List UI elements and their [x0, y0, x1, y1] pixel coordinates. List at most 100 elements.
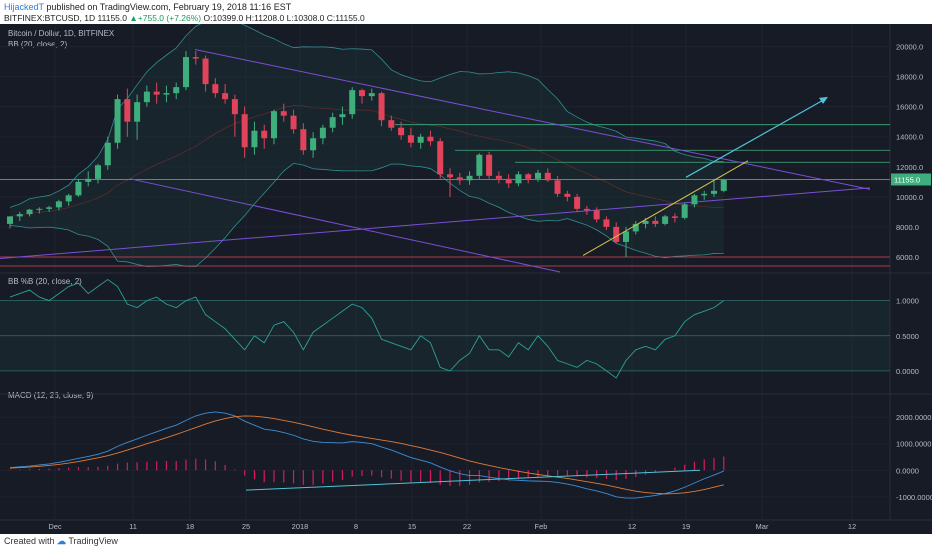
- price-tick-label: 8000.0: [896, 223, 919, 232]
- publish-line: HijackedT published on TradingView.com, …: [4, 2, 291, 12]
- pctb-indicator-label: BB %B (20, close, 2): [8, 277, 82, 286]
- x-tick-label: Feb: [535, 522, 548, 531]
- candle-body: [623, 231, 629, 242]
- macd-signal-line: [9, 415, 724, 495]
- candle-body: [251, 130, 258, 148]
- candle-body: [437, 141, 444, 175]
- chart-area[interactable]: Bitcoin / Dollar, 1D, BITFINEX BB (20, c…: [0, 18, 932, 534]
- candle-body: [417, 136, 424, 143]
- candle-body: [212, 84, 219, 94]
- low-label: L:: [286, 13, 294, 23]
- candle-body: [192, 57, 199, 59]
- candle-body: [163, 93, 170, 95]
- last-price: 11155.0: [97, 13, 127, 23]
- x-tick-label: 12: [848, 522, 856, 531]
- x-tick-label: 25: [242, 522, 250, 531]
- candle-body: [632, 223, 639, 232]
- macd-tick-label: -1000.0000: [896, 493, 932, 502]
- candle-body: [319, 127, 326, 139]
- candle-body: [505, 178, 512, 184]
- candle-body: [476, 154, 483, 176]
- candle-body: [544, 172, 551, 181]
- candle-body: [124, 99, 131, 122]
- low-value: 10308.0: [293, 13, 325, 23]
- candle-body: [593, 210, 600, 220]
- descending-trendline: [129, 178, 561, 273]
- chart-title: Bitcoin / Dollar, 1D, BITFINEX: [8, 29, 115, 38]
- symbol-label: BITFINEX:BTCUSD, 1D: [4, 13, 96, 23]
- candle-body: [486, 154, 493, 176]
- candle-body: [290, 115, 297, 130]
- ascending-trendline: [0, 187, 871, 259]
- candle-body: [603, 219, 610, 227]
- candle-body: [554, 180, 561, 194]
- x-tick-label: 18: [186, 522, 194, 531]
- macd-trendline: [245, 469, 701, 491]
- bollinger-upper-band: [9, 18, 724, 208]
- x-tick-label: 22: [463, 522, 471, 531]
- pctb-tick-label: 1.0000: [896, 297, 919, 306]
- candle-body: [134, 102, 141, 122]
- candle-body: [691, 195, 698, 205]
- target-arrow-line: [685, 98, 826, 178]
- candle-body: [280, 111, 287, 116]
- macd-line: [9, 411, 724, 499]
- candle-body: [222, 93, 229, 100]
- candle-body: [143, 91, 150, 103]
- tradingview-logo-icon[interactable]: ☁: [57, 536, 67, 546]
- candle-body: [241, 114, 248, 148]
- candle-body: [456, 177, 463, 181]
- candle-body: [359, 90, 365, 97]
- price-tick-label: 20000.0: [896, 43, 923, 52]
- high-value: 11208.0: [254, 13, 285, 23]
- pctb-tick-label: 0.5000: [896, 332, 919, 341]
- x-tick-label: Mar: [756, 522, 769, 531]
- x-tick-label: 2018: [292, 522, 309, 531]
- macd-indicator-label: MACD (12, 26, close, 9): [8, 391, 94, 400]
- chart-canvas[interactable]: Bitcoin / Dollar, 1D, BITFINEX BB (20, c…: [0, 18, 932, 534]
- close-label: C:: [326, 13, 336, 23]
- open-label: O:: [203, 13, 213, 23]
- candle-body: [711, 190, 717, 194]
- candle-body: [153, 91, 160, 95]
- candle-body: [378, 93, 385, 121]
- candle-body: [525, 174, 532, 179]
- support-trendline: [582, 160, 749, 256]
- close-value: 11155.0: [335, 13, 365, 23]
- candle-body: [535, 172, 541, 179]
- candle-body: [349, 90, 356, 115]
- macd-tick-label: 1000.0000: [896, 440, 931, 449]
- price-tick-label: 14000.0: [896, 133, 923, 142]
- candle-body: [339, 114, 346, 118]
- candle-body: [65, 195, 72, 202]
- candle-body: [231, 99, 238, 115]
- up-arrow-icon: ▲: [129, 13, 138, 23]
- last-price-tag-label: 11155.0: [894, 175, 920, 184]
- pctb-tick-label: 0.0000: [896, 367, 919, 376]
- bb-indicator-label: BB (20, close, 2): [8, 40, 67, 49]
- tradingview-brand[interactable]: TradingView: [68, 536, 118, 546]
- candle-body: [662, 216, 669, 224]
- bollinger-lower-band: [9, 162, 724, 267]
- x-tick-label: 15: [408, 522, 416, 531]
- author-link[interactable]: HijackedT: [4, 2, 44, 12]
- candle-body: [407, 135, 414, 143]
- candle-body: [720, 179, 727, 191]
- candle-body: [271, 111, 277, 139]
- candle-body: [671, 216, 678, 218]
- footer: Created with ☁ TradingView: [0, 534, 932, 550]
- price-tick-label: 18000.0: [896, 73, 923, 82]
- pctb-line: [9, 278, 725, 379]
- candle-body: [183, 57, 189, 88]
- candle-body: [7, 216, 13, 224]
- candle-body: [564, 193, 571, 197]
- last-price-tag: [891, 173, 931, 186]
- candle-body: [583, 208, 590, 211]
- x-tick-label: Dec: [48, 522, 62, 531]
- candle-body: [574, 196, 581, 209]
- candle-body: [16, 214, 23, 217]
- publish-info: published on TradingView.com, February 1…: [46, 2, 292, 12]
- candle-body: [55, 201, 62, 208]
- candle-body: [173, 87, 180, 94]
- macd-tick-label: 2000.0000: [896, 413, 931, 422]
